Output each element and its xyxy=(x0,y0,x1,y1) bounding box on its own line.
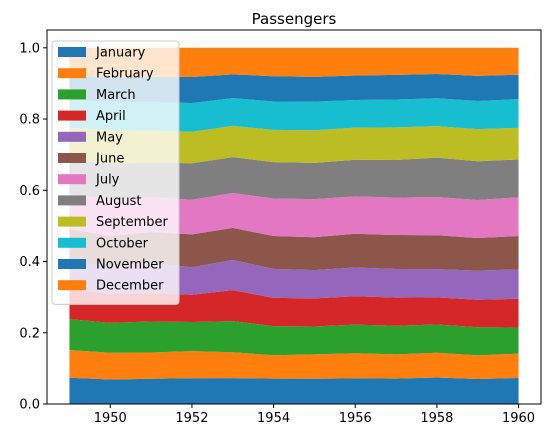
x-tick-label: 1956 xyxy=(339,411,372,426)
legend-label-april: April xyxy=(96,109,126,124)
y-tick-label: 0.0 xyxy=(19,398,40,413)
y-tick-label: 0.2 xyxy=(19,326,40,341)
legend-swatch-march xyxy=(58,89,86,100)
area-april xyxy=(69,288,519,328)
legend: January February March April May June July Augu… xyxy=(51,40,180,305)
legend-swatch-january xyxy=(58,47,86,57)
plot-frame xyxy=(46,29,542,405)
area-layers xyxy=(69,47,519,404)
area-september xyxy=(69,125,519,164)
y-axis: 0.0 0.2 0.4 0.6 0.8 1.0 xyxy=(19,41,47,413)
x-tick-label: 1954 xyxy=(257,411,290,426)
legend-label-june: June xyxy=(95,152,124,167)
legend-swatch-august xyxy=(58,195,86,206)
x-tick-label: 1950 xyxy=(94,411,127,426)
area-february xyxy=(69,350,519,380)
legend-swatch-october xyxy=(58,237,86,248)
area-march xyxy=(69,319,519,356)
legend-label-march: March xyxy=(96,88,136,103)
legend-swatch-november xyxy=(58,259,86,269)
legend-label-august: August xyxy=(96,194,142,209)
legend-label-may: May xyxy=(96,130,123,145)
legend-label-november: November xyxy=(96,258,164,273)
y-tick-label: 0.8 xyxy=(19,113,40,128)
legend-swatch-april xyxy=(58,110,86,121)
legend-swatch-december xyxy=(58,280,86,291)
legend-label-february: February xyxy=(96,67,154,82)
legend-label-december: December xyxy=(96,279,164,294)
y-tick-label: 0.6 xyxy=(19,184,40,199)
x-tick-label: 1958 xyxy=(420,411,453,426)
area-july xyxy=(69,193,519,238)
area-may xyxy=(69,259,519,300)
legend-swatch-july xyxy=(58,174,86,185)
area-january xyxy=(69,377,519,404)
x-tick-label: 1952 xyxy=(175,411,208,426)
legend-swatch-may xyxy=(58,131,86,142)
x-axis: 1950 1952 1954 1956 1958 1960 xyxy=(94,404,535,426)
legend-label-september: September xyxy=(96,215,169,230)
legend-label-july: July xyxy=(95,173,120,188)
legend-label-january: January xyxy=(95,46,146,61)
area-november xyxy=(69,74,519,103)
area-august xyxy=(69,157,519,200)
x-tick-label: 1960 xyxy=(502,411,535,426)
legend-swatch-june xyxy=(58,153,86,163)
y-tick-label: 1.0 xyxy=(19,41,40,56)
legend-swatch-september xyxy=(58,216,86,227)
legend-label-october: October xyxy=(96,236,149,251)
area-december xyxy=(69,47,519,78)
legend-swatch-february xyxy=(58,68,86,79)
y-tick-label: 0.4 xyxy=(19,255,40,270)
area-june xyxy=(69,227,519,271)
chart-title: Passengers xyxy=(252,10,337,28)
area-october xyxy=(69,98,519,132)
